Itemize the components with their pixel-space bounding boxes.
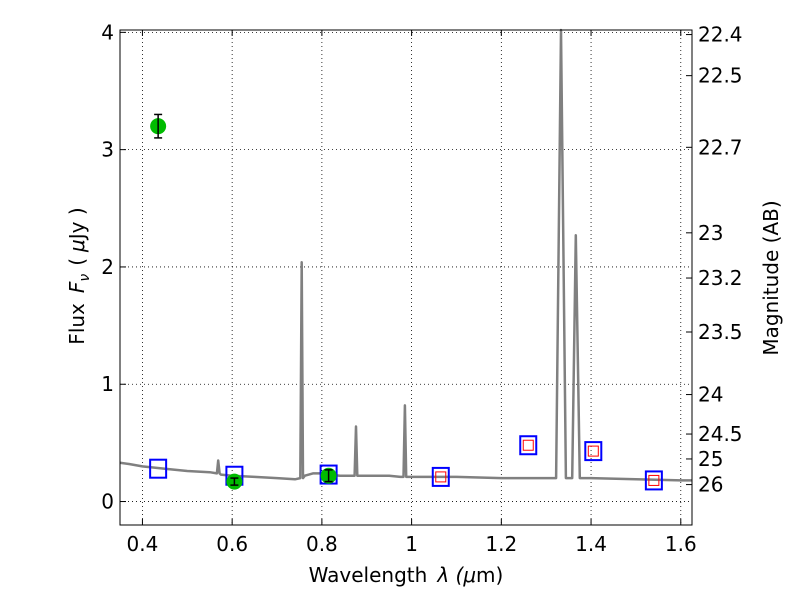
mag-tick-label: 22.4	[698, 23, 743, 47]
x-tick-label: 0.8	[306, 532, 338, 556]
x-tick-label: 1.4	[575, 532, 607, 556]
x-axis-title-unit: m)	[476, 563, 503, 587]
y-tick-label: 0	[101, 490, 114, 514]
y-tick-label: 2	[101, 255, 114, 279]
mag-tick-label: 24	[698, 383, 723, 407]
right-axis-title: Magnitude (AB)	[759, 200, 783, 355]
model-photometry-box	[431, 466, 450, 487]
y-axis-title-word: Flux	[65, 303, 89, 345]
x-axis-title-lambda: λ (	[436, 563, 464, 587]
x-tick-label: 0.6	[216, 532, 248, 556]
model-photometry-box	[519, 435, 538, 456]
x-tick-label: 0.4	[127, 532, 159, 556]
x-tick-label: 1	[405, 532, 418, 556]
mag-tick-label: 22.7	[698, 135, 743, 159]
observed-box	[648, 474, 660, 486]
x-axis-title: Wavelength λ (μm)	[309, 563, 504, 587]
mag-tick-label: 23.5	[698, 320, 743, 344]
y-axis-title-unit: Jy )	[65, 207, 89, 241]
mag-tick-label: 25	[698, 447, 723, 471]
model-photometry-box	[644, 470, 663, 491]
x-axis-title-word: Wavelength	[309, 563, 428, 587]
y-axis-title-f: F	[65, 281, 89, 293]
mag-tick-label: 22.5	[698, 64, 743, 88]
y-tick-label: 1	[101, 372, 114, 396]
mag-tick-label: 24.5	[698, 422, 743, 446]
model-photometry-box	[584, 441, 603, 462]
plot-area	[119, 28, 692, 491]
x-axis-title-mu: μ	[462, 563, 476, 587]
mag-tick-label: 26	[698, 473, 723, 497]
model-photometry-box	[149, 458, 168, 479]
mag-tick-label: 23	[698, 221, 723, 245]
mag-tick-label: 23.2	[698, 266, 743, 290]
observed-box	[522, 439, 534, 451]
y-axis-title-nu: ν	[77, 274, 93, 282]
observed-box	[587, 445, 599, 457]
plot-frame	[119, 29, 693, 526]
x-tick-label: 1.6	[665, 532, 697, 556]
y-tick-label: 3	[101, 138, 114, 162]
y-axis-title-open: (	[65, 258, 89, 266]
observed-box	[435, 471, 447, 483]
y-axis-title: Flux Fν ( μJy )	[65, 207, 93, 344]
y-tick-label: 4	[101, 20, 114, 44]
model-spectrum-line	[119, 28, 692, 482]
y-axis-title-mu: μ	[65, 239, 89, 253]
x-tick-label: 1.2	[485, 532, 517, 556]
